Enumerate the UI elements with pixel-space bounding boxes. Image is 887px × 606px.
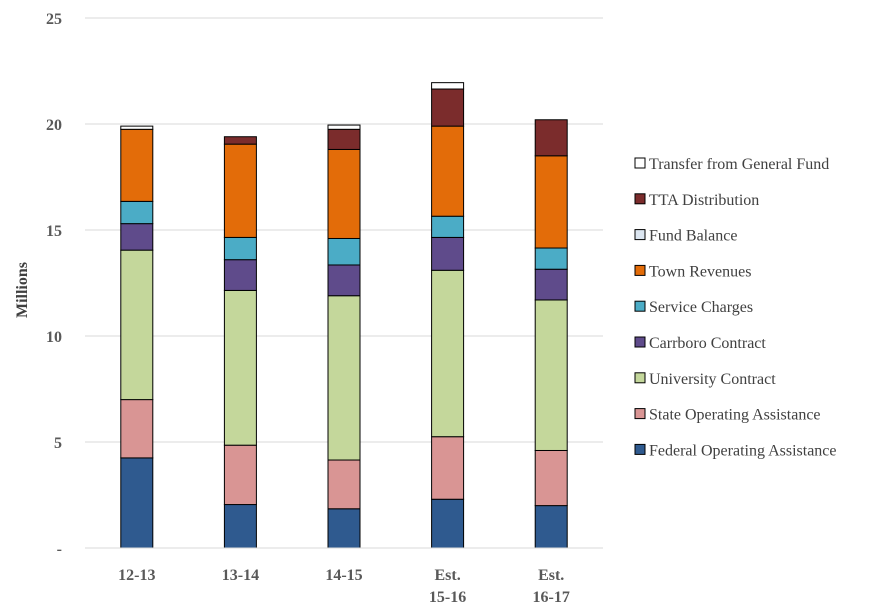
legend-item: TTA Distribution: [634, 192, 759, 209]
bar-segment: [120, 457, 154, 549]
bar-segment: [431, 82, 465, 90]
bar-segment: [120, 399, 154, 459]
bar-segment: [223, 136, 257, 145]
bar-segment: [534, 299, 568, 451]
bar-segment: [431, 236, 465, 271]
bar-stack: [534, 119, 568, 549]
bar-stack: [120, 125, 154, 549]
bar-segment: [431, 215, 465, 238]
bar-segment: [431, 436, 465, 500]
legend-swatch: [634, 408, 646, 420]
x-tick-label: 13-14: [222, 567, 259, 584]
y-tick-label: 5: [54, 435, 62, 452]
legend-item: Carrboro Contract: [634, 335, 766, 352]
legend-label: Town Revenues: [649, 263, 751, 280]
bar-segment: [534, 155, 568, 249]
bar-segment: [327, 124, 361, 130]
x-axis-ticks: 12-13 13-14 14-15 Est. 15-16 Est. 16-17: [118, 567, 570, 606]
legend-swatch: [634, 443, 646, 455]
y-tick-label: 25: [46, 11, 62, 28]
y-tick-label: 10: [46, 329, 62, 346]
legend-item: Town Revenues: [634, 263, 751, 280]
bar-segment: [223, 504, 257, 549]
x-tick-label: 12-13: [118, 567, 155, 584]
y-axis-label: Millions: [14, 262, 31, 318]
legend-label: Fund Balance: [649, 228, 737, 245]
bar-segment: [534, 505, 568, 549]
legend-swatch: [634, 157, 646, 169]
legend-item: University Contract: [634, 371, 776, 388]
legend-item: Transfer from General Fund: [634, 156, 829, 173]
legend-swatch: [634, 229, 646, 241]
legend-label: TTA Distribution: [649, 192, 759, 209]
bar-segment: [120, 223, 154, 251]
legend-swatch: [634, 193, 646, 205]
bar-segment: [327, 128, 361, 150]
x-tick-label: Est.: [538, 567, 564, 584]
legend-label: Federal Operating Assistance: [649, 442, 837, 459]
bar-segment: [223, 236, 257, 261]
legend-swatch: [634, 372, 646, 384]
x-tick-label: 15-16: [429, 589, 466, 606]
legend-label: Service Charges: [649, 299, 753, 316]
legend-swatch: [634, 336, 646, 348]
bar-segment: [534, 119, 568, 157]
bar-segment: [327, 295, 361, 461]
bar-segment: [223, 143, 257, 238]
bar-segment: [327, 148, 361, 239]
bar-segment: [431, 125, 465, 217]
bar-stack: [327, 124, 361, 549]
bar-segment: [223, 444, 257, 506]
legend-item: Service Charges: [634, 299, 753, 316]
legend-label: Transfer from General Fund: [649, 156, 829, 173]
bar-segment: [431, 269, 465, 438]
bars: [120, 82, 568, 549]
bar-segment: [120, 200, 154, 225]
y-axis-ticks: - 5 10 15 20 25: [46, 11, 62, 558]
y-tick-label: 15: [46, 223, 62, 240]
bar-segment: [534, 268, 568, 301]
legend-label: Carrboro Contract: [649, 335, 766, 352]
legend-label: State Operating Assistance: [649, 407, 821, 424]
y-tick-label: 20: [46, 117, 62, 134]
bar-stack: [431, 82, 465, 549]
bar-segment: [120, 249, 154, 401]
legend-swatch: [634, 264, 646, 276]
bar-segment: [223, 259, 257, 291]
y-tick-label: -: [57, 541, 62, 558]
bar-segment: [327, 264, 361, 297]
bar-stack: [223, 136, 257, 549]
bar-segment: [120, 128, 154, 202]
bar-segment: [431, 88, 465, 127]
x-tick-label: Est.: [434, 567, 460, 584]
x-tick-label: 14-15: [325, 567, 362, 584]
legend: Transfer from General Fund TTA Distributi…: [634, 156, 837, 459]
x-tick-label: 16-17: [533, 589, 570, 606]
legend-swatch: [634, 300, 646, 312]
legend-item: State Operating Assistance: [634, 407, 821, 424]
bar-segment: [327, 459, 361, 510]
bar-segment: [120, 125, 154, 130]
legend-item: Fund Balance: [634, 228, 737, 245]
bar-segment: [431, 498, 465, 549]
bar-segment: [534, 449, 568, 507]
legend-label: University Contract: [649, 371, 776, 388]
legend-item: Federal Operating Assistance: [634, 442, 837, 459]
bar-segment: [223, 289, 257, 446]
bar-segment: [327, 508, 361, 549]
bar-segment: [534, 247, 568, 270]
bar-segment: [327, 237, 361, 266]
